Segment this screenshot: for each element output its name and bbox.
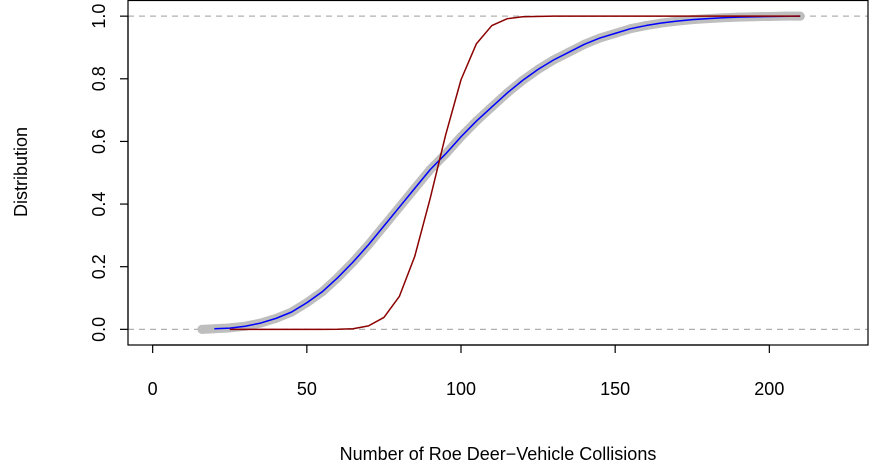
x-tick-label: 200: [754, 379, 784, 399]
y-tick-label: 0.0: [89, 317, 109, 342]
cdf-line: [214, 15, 801, 330]
x-tick-label: 100: [446, 379, 476, 399]
y-tick-label: 1.0: [89, 4, 109, 29]
y-tick-label: 0.4: [89, 192, 109, 217]
y-tick-label: 0.6: [89, 129, 109, 154]
x-tick-label: 0: [148, 379, 158, 399]
x-axis-label: Number of Roe Deer−Vehicle Collisions: [340, 444, 657, 464]
plot-frame: [127, 0, 869, 346]
ecdf-band: [197, 11, 805, 334]
x-tick-label: 50: [297, 379, 317, 399]
y-axis-label: Distribution: [11, 127, 31, 217]
x-tick-label: 150: [600, 379, 630, 399]
ecdf-point: [197, 324, 207, 334]
y-tick-label: 0.8: [89, 66, 109, 91]
y-tick-label: 0.2: [89, 254, 109, 279]
cdf-line: [229, 15, 801, 331]
